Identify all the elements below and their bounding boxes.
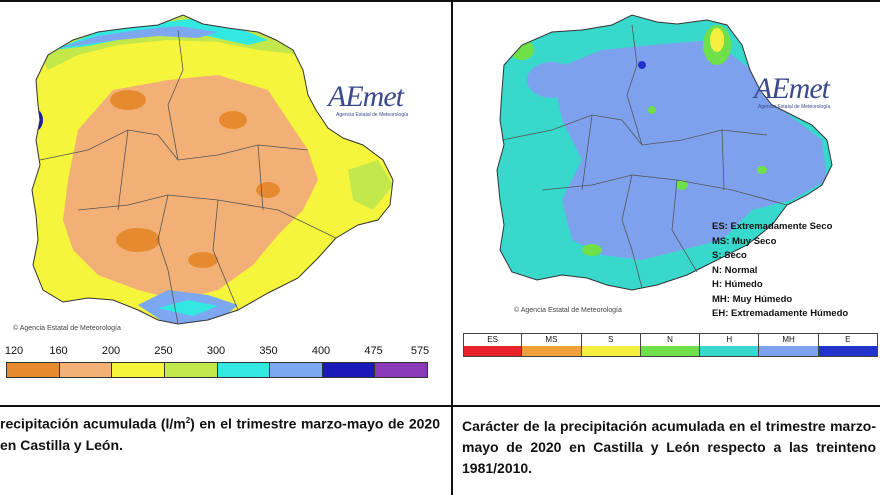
category-cell: ES <box>463 333 523 357</box>
copyright-text-right: © Agencia Estatal de Meteorología <box>514 307 622 314</box>
aemet-logo-subtitle: Agencia Estatal de Meteorología <box>336 112 409 118</box>
category-code: E <box>818 334 877 346</box>
category-cell: MS <box>522 333 582 357</box>
legend-tick-label: 350 <box>259 345 278 357</box>
category-swatch <box>464 346 522 356</box>
category-key-entry: ES: Extremadamente Seco <box>712 221 833 232</box>
category-swatch <box>640 346 700 356</box>
category-code: MH <box>759 334 818 346</box>
category-code: N <box>640 334 700 346</box>
copyright-text: © Agencia Estatal de Meteorología <box>13 325 121 332</box>
category-key-entry: MS: Muy Seco <box>712 235 777 247</box>
legend-color-segment <box>59 363 113 377</box>
category-cell: N <box>640 333 701 357</box>
aemet-logo: AEmet <box>328 80 404 113</box>
legend-color-segment <box>322 363 376 377</box>
category-key-entry: MH: Muy Húmedo <box>712 293 793 305</box>
legend-tick-label: 475 <box>364 345 383 357</box>
legend-color-segment <box>217 363 271 377</box>
category-key-entry: EH: Extremadamente Húmedo <box>712 308 849 319</box>
legend-tick-label: 200 <box>101 345 121 357</box>
category-swatch <box>581 346 640 356</box>
category-swatch <box>818 346 877 356</box>
caption-text-start: recipitación acumulada (l/m <box>0 415 186 432</box>
legend-color-segment <box>7 363 60 377</box>
category-code: ES <box>464 334 522 346</box>
legend-tick-label: 300 <box>206 345 226 357</box>
left-caption: recipitación acumulada (l/m2) en el trim… <box>0 410 440 456</box>
legend-color-segment <box>375 363 427 377</box>
top-border <box>0 0 880 2</box>
precipitation-map <box>31 14 394 325</box>
legend-color-segment <box>112 363 165 377</box>
caption-divider <box>0 405 880 407</box>
category-code: H <box>700 334 759 346</box>
category-cell: S <box>581 333 641 357</box>
legend-tick-label: 575 <box>410 345 430 357</box>
category-swatch <box>759 346 818 356</box>
caption-text-end: ) en el trimestre marzo-mayo de 2020 en … <box>0 415 440 453</box>
legend-color-segment <box>164 363 218 377</box>
category-swatch <box>700 346 759 356</box>
category-code: S <box>581 334 640 346</box>
aemet-logo-subtitle-right: Agencia Estatal de Meteorología <box>758 104 831 110</box>
legend-tick-label: 120 <box>4 345 24 357</box>
category-cell: E <box>818 333 878 357</box>
category-key-entry: N: Normal <box>712 264 758 276</box>
category-code: MS <box>522 334 581 346</box>
aemet-logo-right: AEmet <box>754 72 830 105</box>
legend-tick-label: 160 <box>49 345 68 357</box>
legend-color-segment <box>270 363 323 377</box>
category-legend: ES MS S N H MH E <box>463 333 878 357</box>
panel-divider <box>451 0 453 495</box>
category-cell: H <box>700 333 760 357</box>
category-key: ES: Extremadamente Seco MS: Muy Seco S: Se… <box>712 220 848 322</box>
category-swatch <box>522 346 581 356</box>
caption-superscript: 2 <box>185 416 191 425</box>
legend-color-bar <box>6 362 428 378</box>
legend-tick-label: 400 <box>311 345 331 357</box>
category-cell: MH <box>759 333 819 357</box>
right-caption: Carácter de la precipitación acumulada e… <box>462 418 876 476</box>
category-key-entry: S: Seco <box>712 250 747 261</box>
precipitation-character-map <box>496 14 833 291</box>
legend-tick-label: 250 <box>154 345 173 357</box>
category-key-entry: H: Húmedo <box>712 279 763 290</box>
